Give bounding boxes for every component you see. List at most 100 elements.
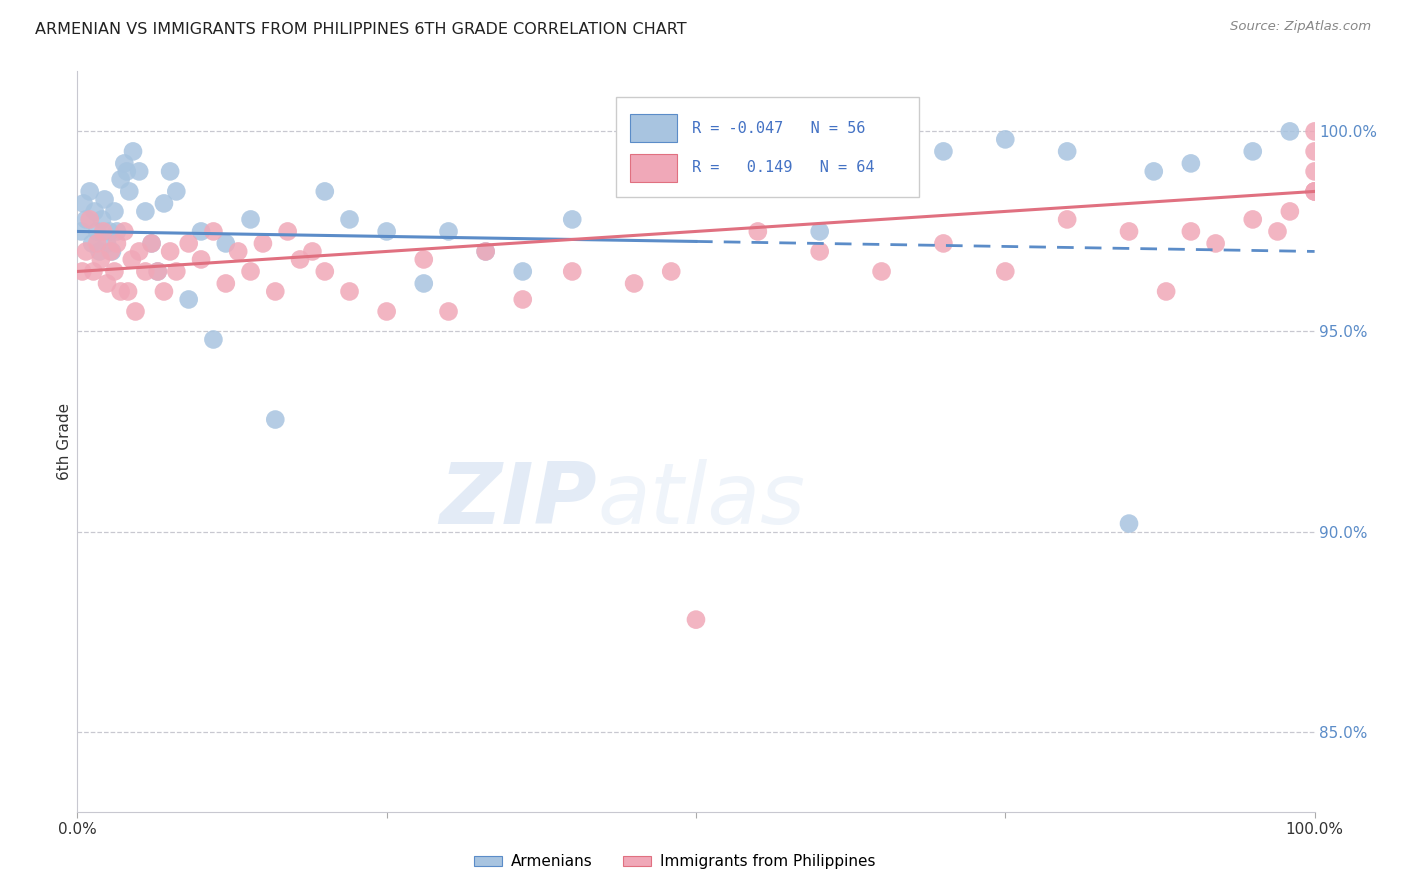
Point <box>561 264 583 278</box>
Point <box>474 244 496 259</box>
Point <box>103 204 125 219</box>
Point <box>112 156 135 170</box>
Legend: Armenians, Immigrants from Philippines: Armenians, Immigrants from Philippines <box>468 848 882 875</box>
Point <box>82 236 104 251</box>
FancyBboxPatch shape <box>616 97 918 197</box>
Point <box>1278 124 1301 138</box>
Point <box>288 252 311 267</box>
Point <box>437 224 460 238</box>
Point <box>112 224 135 238</box>
Point <box>70 224 93 238</box>
Point <box>1303 124 1326 138</box>
Point <box>105 236 128 251</box>
Point <box>159 244 181 259</box>
Point <box>1180 224 1202 238</box>
Bar <box>630 114 678 143</box>
Point <box>165 264 187 278</box>
Point <box>685 156 707 170</box>
Point <box>101 244 124 259</box>
Point <box>177 293 200 307</box>
Point <box>128 164 150 178</box>
Point <box>128 244 150 259</box>
Point <box>1303 164 1326 178</box>
Point <box>146 264 169 278</box>
Point <box>153 285 176 299</box>
Point <box>264 285 287 299</box>
Point <box>98 224 121 238</box>
Point <box>215 236 238 251</box>
Point <box>75 212 97 227</box>
Point <box>648 145 671 159</box>
Point <box>72 196 94 211</box>
Point <box>134 204 156 219</box>
Point <box>1303 185 1326 199</box>
Point <box>659 264 682 278</box>
Point <box>1267 224 1289 238</box>
Point <box>314 264 336 278</box>
Point <box>190 252 212 267</box>
Point <box>110 172 132 186</box>
Point <box>72 264 94 278</box>
Point <box>110 285 132 299</box>
Point <box>994 264 1017 278</box>
Point <box>277 224 299 238</box>
Point <box>375 304 398 318</box>
Point <box>1056 145 1078 159</box>
Point <box>1205 236 1227 251</box>
Point <box>141 236 163 251</box>
Point <box>1303 185 1326 199</box>
Point <box>1303 145 1326 159</box>
Point <box>165 185 187 199</box>
Point <box>177 236 200 251</box>
Point <box>239 212 262 227</box>
Point <box>1180 156 1202 170</box>
Point <box>932 145 955 159</box>
Point <box>90 252 112 267</box>
Point <box>437 304 460 318</box>
Point <box>146 264 169 278</box>
Text: ZIP: ZIP <box>439 459 598 542</box>
Point <box>1143 164 1166 178</box>
Point <box>1241 212 1264 227</box>
Point <box>79 185 101 199</box>
Point <box>96 277 118 291</box>
Text: R = -0.047   N = 56: R = -0.047 N = 56 <box>692 121 866 136</box>
Point <box>226 244 249 259</box>
Point <box>1241 145 1264 159</box>
Point <box>1303 185 1326 199</box>
Point <box>75 244 97 259</box>
Point <box>115 164 138 178</box>
Point <box>1278 204 1301 219</box>
Point <box>747 224 769 238</box>
Point <box>685 613 707 627</box>
Point <box>512 264 534 278</box>
Point <box>994 132 1017 146</box>
Point <box>1118 224 1140 238</box>
Point <box>118 185 141 199</box>
Point <box>339 285 361 299</box>
Point <box>412 252 434 267</box>
Text: R =   0.149   N = 64: R = 0.149 N = 64 <box>692 160 875 175</box>
Point <box>89 244 111 259</box>
Point <box>103 264 125 278</box>
Point <box>215 277 238 291</box>
Point <box>808 244 831 259</box>
Point <box>1118 516 1140 531</box>
Point <box>100 244 122 259</box>
Y-axis label: 6th Grade: 6th Grade <box>56 403 72 480</box>
Point <box>122 145 145 159</box>
Point <box>86 224 108 238</box>
Point <box>153 196 176 211</box>
Point <box>134 264 156 278</box>
Point <box>808 224 831 238</box>
Bar <box>630 153 678 182</box>
Point <box>141 236 163 251</box>
Point <box>834 145 856 159</box>
Point <box>870 264 893 278</box>
Point <box>190 224 212 238</box>
Point <box>91 224 114 238</box>
Point <box>932 236 955 251</box>
Point <box>264 412 287 426</box>
Point <box>93 193 115 207</box>
Point <box>86 236 108 251</box>
